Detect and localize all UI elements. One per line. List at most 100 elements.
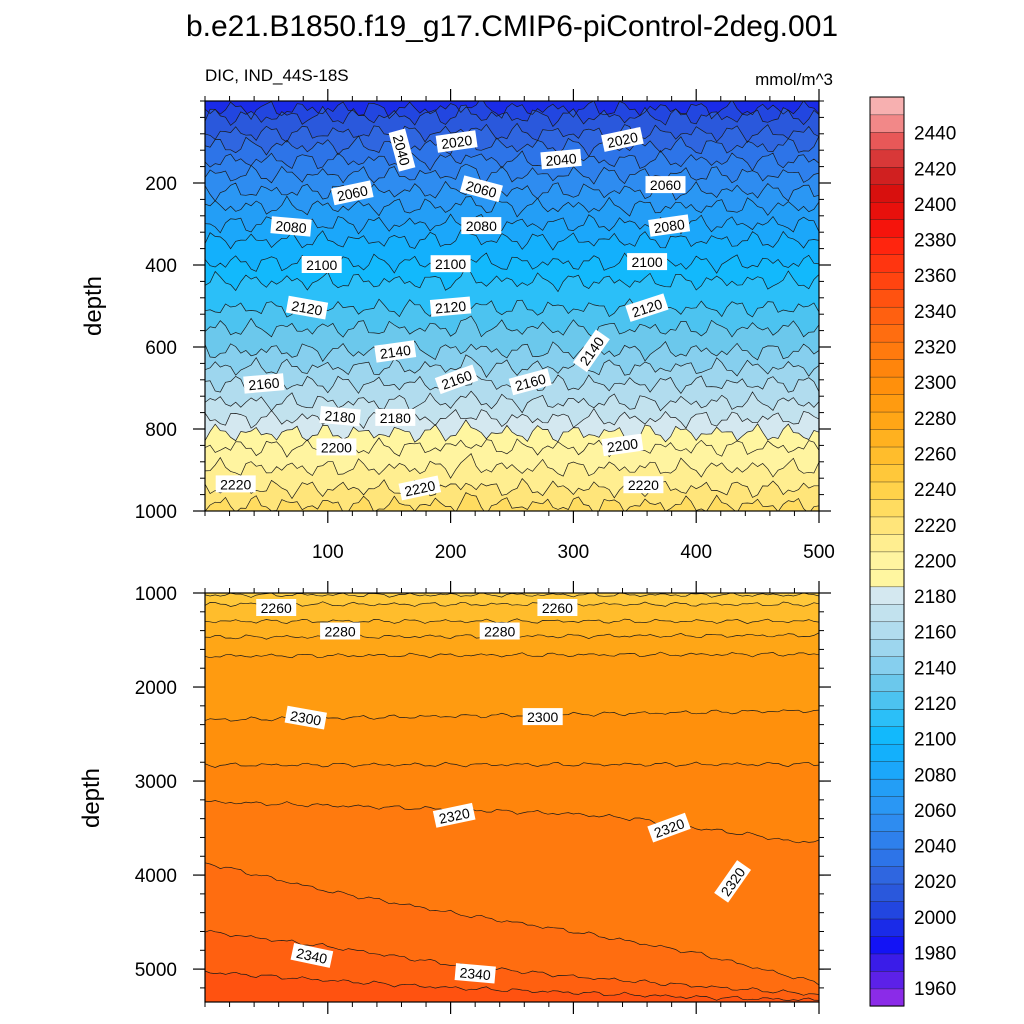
- contour-label-bg: [301, 256, 342, 273]
- contour-label-bg: [645, 176, 686, 194]
- upper-contour-label: 2180: [375, 408, 416, 426]
- upper-contour-label: 2120: [429, 296, 472, 317]
- contour-label-bg: [459, 175, 503, 203]
- contour-label-text: 2020: [440, 132, 473, 152]
- contour-label-bg: [316, 438, 357, 456]
- lower-ytick-label: 2000: [135, 678, 177, 699]
- colorbar-bin: [869, 586, 905, 605]
- contour-label-bg: [454, 963, 496, 984]
- upper-xtick-label: 500: [803, 542, 835, 563]
- lower-ytick-label: 4000: [135, 866, 177, 887]
- upper-contour-label: 2020: [601, 126, 644, 152]
- lower-contour-2350: [205, 970, 819, 1001]
- lower-contour-label: 2280: [320, 622, 361, 640]
- upper-contour-label: 2060: [459, 175, 503, 203]
- upper-contour-2020: [205, 122, 819, 144]
- upper-contour-2090: [205, 229, 819, 251]
- colorbar-bin: [869, 918, 905, 937]
- contour-label-text: 2340: [459, 964, 492, 983]
- upper-contour-label: 2140: [374, 340, 417, 363]
- contour-label-text: 2200: [606, 435, 639, 455]
- contour-label-bg: [601, 433, 644, 457]
- upper-contour-2130: [205, 315, 819, 339]
- colorbar-bin: [869, 708, 905, 727]
- contour-label-text: 2220: [628, 477, 659, 493]
- contour-label-bg: [398, 475, 442, 501]
- colorbar-bin: [869, 271, 905, 290]
- colorbar-tick-label: 2320: [914, 338, 956, 359]
- colorbar-bin: [869, 516, 905, 535]
- contour-label-text: 2340: [295, 945, 329, 967]
- upper-contour-2030: [205, 133, 819, 158]
- colorbar-bin: [869, 428, 905, 448]
- contour-label-text: 2180: [380, 410, 411, 426]
- colorbar-bin: [869, 341, 905, 360]
- colorbar-bin: [869, 848, 905, 867]
- upper-contour-label: 2220: [215, 475, 256, 493]
- contour-label-text: 2220: [220, 476, 251, 492]
- upper-contour-label: 2040: [388, 128, 416, 172]
- upper-contour-label: 2160: [243, 373, 285, 394]
- upper-contour-2180: [205, 407, 819, 430]
- upper-contour-label: 2060: [645, 176, 686, 194]
- contour-label-bg: [374, 340, 417, 363]
- contour-label-text: 2080: [653, 216, 686, 236]
- colorbar-tick-label: 2380: [914, 231, 956, 252]
- upper-contour-2140: [205, 340, 819, 362]
- upper-contour-2230: [205, 492, 819, 511]
- contour-label-bg: [714, 860, 752, 903]
- colorbar-bin: [869, 533, 905, 553]
- contour-label-text: 2160: [513, 370, 547, 394]
- colorbar-bin: [869, 481, 905, 500]
- contour-label-text: 2140: [379, 342, 412, 362]
- contour-label-text: 2040: [390, 133, 414, 167]
- colorbar-bin: [869, 254, 905, 273]
- contour-label-text: 2100: [306, 257, 337, 273]
- contour-label-bg: [434, 364, 479, 395]
- contour-label-bg: [375, 408, 416, 426]
- colorbar-bin: [869, 96, 905, 116]
- upper-contour-label: 2060: [330, 180, 374, 206]
- contour-label-bg: [320, 622, 361, 640]
- contour-label-bg: [648, 214, 691, 237]
- contour-label-text: 2180: [324, 407, 357, 426]
- colorbar-tick-label: 2100: [914, 730, 956, 751]
- colorbar-tick-label: 2200: [914, 551, 956, 572]
- contour-label-text: 2280: [325, 624, 356, 640]
- contour-label-text: 2120: [434, 298, 467, 317]
- upper-contour-2050: [205, 163, 819, 185]
- colorbar-tick-label: 2400: [914, 195, 956, 216]
- upper-contour-2060: [205, 180, 819, 202]
- units-label: mmol/m^3: [755, 70, 833, 89]
- contour-label-text: 2060: [650, 177, 681, 193]
- colorbar-bin: [869, 131, 905, 151]
- contour-label-bg: [270, 216, 312, 237]
- colorbar-bin: [869, 603, 905, 623]
- colorbar-tick-label: 2220: [914, 516, 956, 537]
- contour-label-bg: [388, 128, 416, 172]
- colorbar-bin: [869, 568, 905, 588]
- upper-xtick-label: 400: [680, 542, 712, 563]
- colorbar-bin: [869, 673, 905, 692]
- contour-label-bg: [256, 599, 297, 616]
- contour-label-bg: [522, 708, 563, 726]
- contour-label-text: 2320: [437, 805, 471, 827]
- lower-contour-2260: [205, 601, 819, 608]
- contour-label-text: 2080: [466, 218, 497, 234]
- colorbar-tick-label: 2440: [914, 124, 956, 145]
- upper-ylabel: depth: [80, 276, 107, 336]
- upper-depth-panel: 2020 2020 2040 2040 2060 2060 2060 2080 2080 2080…: [135, 89, 835, 563]
- colorbar-bin: [869, 149, 905, 168]
- upper-ytick-label: 200: [145, 174, 177, 195]
- lower-ytick-label: 1000: [135, 584, 177, 605]
- colorbar-tick-label: 2420: [914, 159, 956, 180]
- colorbar-bin: [869, 184, 905, 203]
- colorbar-frame: [869, 96, 905, 1007]
- upper-contour-2220: [205, 478, 819, 500]
- colorbar-tick-label: 1960: [914, 979, 956, 1000]
- colorbar-bin: [869, 498, 905, 518]
- lower-contour-2320: [205, 800, 819, 844]
- colorbar-tick-label: 2020: [914, 872, 956, 893]
- upper-xtick-label: 300: [558, 542, 590, 563]
- colorbar-bin: [869, 726, 905, 745]
